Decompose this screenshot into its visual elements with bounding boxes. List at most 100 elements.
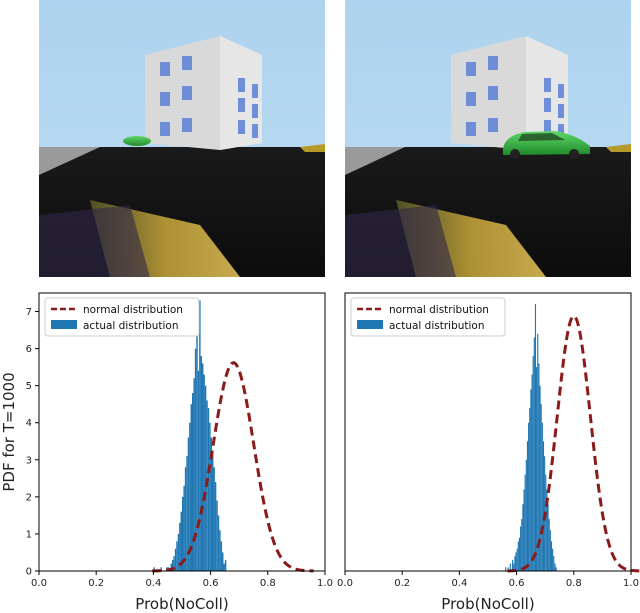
histogram-bar <box>546 489 548 571</box>
building-windows <box>466 56 564 138</box>
y-tick-label: 4 <box>26 418 32 429</box>
histogram-bar <box>196 326 198 571</box>
histogram-bar <box>153 567 155 571</box>
histogram-bar <box>505 567 507 571</box>
histogram-bar <box>193 378 195 571</box>
histogram-chart-left: 0.0 0.2 0.4 0.6 0.8 1.0 0 1 2 3 4 5 6 7 Prob(NoColl)… <box>0 292 333 613</box>
histogram-bar <box>212 452 214 571</box>
curb <box>39 147 100 175</box>
histogram-bar <box>533 337 535 571</box>
x-tick-label: 0.2 <box>88 578 104 589</box>
histogram-bar <box>179 522 181 571</box>
y-tick-label: 1 <box>26 529 32 540</box>
histogram-bar <box>160 567 162 571</box>
histogram-bar <box>550 541 553 571</box>
histogram-bar <box>213 467 215 571</box>
histogram-bar <box>553 556 555 571</box>
histogram-bar <box>217 515 220 571</box>
histogram-bar <box>219 530 221 571</box>
histogram-bar <box>203 374 205 571</box>
histogram-bar <box>209 422 211 571</box>
histogram-bar <box>528 422 530 571</box>
building-windows <box>160 56 258 138</box>
x-tick-label: 0.0 <box>337 578 353 589</box>
histogram-bar <box>192 393 194 571</box>
histogram-bar <box>530 389 532 571</box>
histogram-bar <box>515 552 517 571</box>
histogram-bar <box>222 552 224 571</box>
histogram-bar <box>194 348 197 571</box>
histogram-bar <box>210 437 213 571</box>
x-tick-label: 0.6 <box>203 578 219 589</box>
histogram-bar <box>184 467 187 571</box>
histogram-bar <box>187 437 190 571</box>
y-tick-label: 3 <box>26 455 32 466</box>
road-marking-far <box>300 144 325 152</box>
legend-entry-normal: normal distribution <box>389 304 489 316</box>
histogram-bar <box>518 537 521 571</box>
histogram-bar <box>541 422 543 571</box>
legend-entry-normal: normal distribution <box>83 304 183 316</box>
histogram-bar <box>200 356 203 571</box>
histogram-bar <box>190 404 193 571</box>
x-tick-label: 0.2 <box>394 578 410 589</box>
x-tick-label: 1.0 <box>317 578 333 589</box>
plot-frame <box>344 292 632 572</box>
histogram-bar <box>174 548 177 571</box>
normal-distribution-curve <box>152 361 314 573</box>
y-tick-label: 7 <box>26 307 32 318</box>
histogram-bar <box>516 548 518 571</box>
histogram-bar <box>220 541 223 571</box>
scene-image-left <box>39 0 325 277</box>
histogram-bar <box>538 363 540 571</box>
histogram-bar <box>171 559 174 571</box>
road-marking-far <box>606 144 631 152</box>
histogram-bar <box>189 422 191 571</box>
legend-box <box>44 297 200 337</box>
legend-bar-swatch <box>51 320 77 329</box>
histogram-bar <box>170 563 172 571</box>
histogram-bar <box>223 563 225 571</box>
x-tick-label: 0.0 <box>31 578 47 589</box>
histogram-bar <box>554 563 556 571</box>
histogram-bar <box>207 407 210 571</box>
histogram-bar <box>197 370 200 571</box>
histogram-bar <box>555 567 557 571</box>
histogram-bar <box>507 567 509 571</box>
scene-image-right <box>345 0 631 277</box>
histogram-bar <box>513 563 515 571</box>
histogram-bar <box>180 511 182 571</box>
legend-box <box>350 297 506 337</box>
histogram-bar <box>549 530 551 571</box>
x-tick-label: 1.0 <box>623 578 639 589</box>
legend-entry-actual: actual distribution <box>389 320 485 332</box>
histogram-bar <box>202 363 204 571</box>
histogram-bar <box>224 559 227 571</box>
x-axis-ticks: 0.0 0.2 0.4 0.6 0.8 1.0 <box>31 571 333 589</box>
histogram-bar <box>173 556 175 571</box>
legend: normal distribution actual distribution <box>350 297 506 337</box>
histogram-bar <box>531 374 533 571</box>
y-tick-label: 6 <box>26 344 32 355</box>
histogram-bar <box>214 482 217 571</box>
histogram-bar <box>182 496 184 571</box>
x-axis-label: Prob(NoColl) <box>135 595 228 613</box>
curb <box>345 147 405 175</box>
histogram-bar <box>523 489 525 571</box>
road-shadow <box>345 205 456 277</box>
plot-frame <box>38 292 326 572</box>
histogram-bar <box>548 519 550 571</box>
histogram-bar <box>514 556 516 571</box>
histogram-bar <box>512 559 514 571</box>
histogram-bar <box>517 541 519 571</box>
histogram-bar <box>199 300 201 571</box>
histogram-bar <box>542 441 545 571</box>
histogram-bar <box>525 459 527 571</box>
y-tick-label: 5 <box>26 381 32 392</box>
x-axis-ticks: 0.0 0.2 0.4 0.6 0.8 1.0 <box>337 571 639 589</box>
histogram-bar <box>524 474 526 571</box>
histogram-bar <box>520 526 522 571</box>
histogram-bar <box>540 404 542 571</box>
x-tick-label: 0.8 <box>260 578 276 589</box>
